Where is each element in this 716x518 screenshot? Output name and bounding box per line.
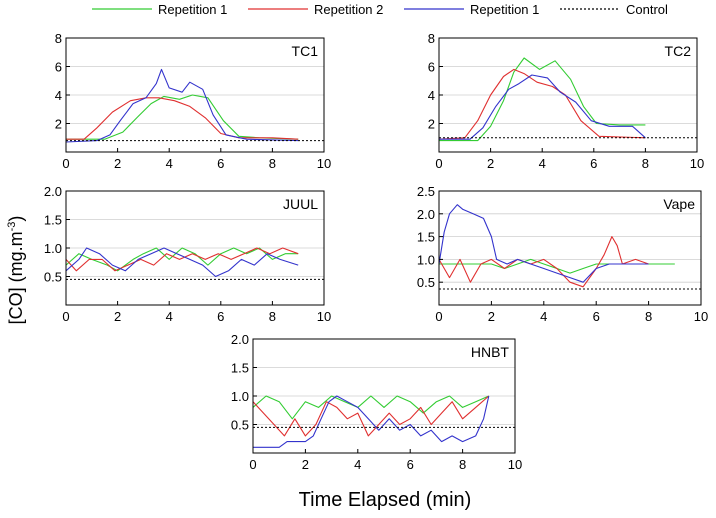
x-tick-label-1-3: 6: [590, 156, 597, 171]
x-tick-label-3-2: 4: [540, 309, 547, 324]
x-tick-label-2-2: 4: [166, 309, 173, 324]
y-axis-title: [CO] (mg.m-3): [6, 216, 26, 325]
y-tick-label-1-3: 8: [428, 31, 435, 46]
panel-title-0: TC1: [292, 43, 319, 59]
panel-2: 0 2 4 6 8 10 0.5 1.0 1.5 2.0 JUUL: [44, 184, 331, 324]
x-tick-label-3-5: 10: [694, 309, 708, 324]
panel-3: 0 2 4 6 8 10 0.5 1.0 1.5 2.0 2.5 Vape: [417, 184, 708, 324]
x-tick-label-0-1: 2: [114, 156, 121, 171]
y-tick-label-1-1: 4: [428, 88, 435, 103]
y-tick-label-1-2: 6: [428, 60, 435, 75]
x-tick-label-0-2: 4: [166, 156, 173, 171]
x-tick-label-2-5: 10: [317, 309, 331, 324]
x-tick-label-2-1: 2: [114, 309, 121, 324]
y-tick-label-4-0: 0.5: [231, 418, 249, 433]
series-line-4-2: [253, 395, 490, 448]
x-tick-label-1-4: 8: [642, 156, 649, 171]
x-tick-label-2-4: 8: [269, 309, 276, 324]
x-tick-label-4-0: 0: [249, 457, 256, 472]
y-tick-label-0-3: 8: [55, 31, 62, 46]
x-tick-label-1-5: 10: [690, 156, 704, 171]
panels: 0 2 4 6 8 10 2 4 6 8 TC1 0 2 4 6 8 10 2 4 6 8 TC2 0 2 4 6 8 10 0.5 1.…: [44, 31, 708, 472]
x-tick-label-0-4: 8: [269, 156, 276, 171]
x-tick-label-4-2: 4: [354, 457, 361, 472]
panel-4: 0 2 4 6 8 10 0.5 1.0 1.5 2.0 HNBT: [231, 332, 522, 472]
y-tick-label-4-3: 2.0: [231, 332, 249, 347]
x-tick-label-0-5: 10: [317, 156, 331, 171]
x-tick-label-1-1: 2: [487, 156, 494, 171]
series-line-4-1: [252, 395, 490, 437]
y-axis-title-sup: -3: [6, 222, 18, 232]
panel-frame-3: [438, 190, 702, 306]
x-axis-title: Time Elapsed (min): [299, 489, 472, 511]
y-tick-label-0-1: 4: [55, 88, 62, 103]
y-tick-label-0-2: 6: [55, 60, 62, 75]
panel-1: 0 2 4 6 8 10 2 4 6 8 TC2: [428, 31, 704, 171]
y-tick-label-2-1: 1.0: [44, 241, 62, 256]
series-line-0-1: [66, 97, 299, 140]
series-line-0-2: [65, 68, 299, 143]
series-line-2-0: [65, 247, 299, 272]
series-line-3-2: [438, 204, 649, 283]
y-tick-label-3-0: 0.5: [417, 275, 435, 290]
x-tick-label-4-4: 8: [459, 457, 466, 472]
series-line-1-0: [439, 57, 646, 142]
y-tick-label-4-2: 1.5: [231, 361, 249, 376]
legend: Repetition 1 Repetition 2 Repetition 1 Cont…: [92, 2, 668, 17]
x-tick-label-4-5: 10: [508, 457, 522, 472]
legend-label-1: Repetition 2: [314, 2, 383, 17]
series-line-3-0: [439, 258, 675, 274]
panel-title-1: TC2: [665, 43, 692, 59]
series-line-0-0: [66, 94, 299, 140]
y-axis-title-main: [CO] (mg.m: [6, 231, 26, 324]
x-tick-label-0-0: 0: [62, 156, 69, 171]
x-tick-label-0-3: 6: [217, 156, 224, 171]
y-tick-label-3-2: 1.5: [417, 230, 435, 245]
panel-title-3: Vape: [663, 196, 695, 212]
x-tick-label-3-4: 8: [645, 309, 652, 324]
x-tick-label-3-3: 6: [593, 309, 600, 324]
panel-0: 0 2 4 6 8 10 2 4 6 8 TC1: [55, 31, 331, 171]
y-axis-title-close: ): [6, 216, 26, 222]
legend-label-0: Repetition 1: [158, 2, 227, 17]
y-tick-label-1-0: 2: [428, 117, 435, 132]
x-tick-label-2-0: 0: [62, 309, 69, 324]
x-tick-label-3-0: 0: [435, 309, 442, 324]
series-line-1-2: [439, 74, 646, 140]
y-tick-label-2-3: 2.0: [44, 184, 62, 199]
y-tick-label-3-1: 1.0: [417, 252, 435, 267]
panel-title-2: JUUL: [283, 196, 318, 212]
x-tick-label-3-1: 2: [488, 309, 495, 324]
series-line-3-1: [438, 236, 649, 288]
panel-title-4: HNBT: [471, 344, 510, 360]
series-line-2-1: [65, 247, 299, 272]
series-line-1-1: [438, 68, 646, 140]
series-line-4-0: [252, 395, 490, 420]
y-tick-label-2-0: 0.5: [44, 270, 62, 285]
legend-label-2: Repetition 1: [470, 2, 539, 17]
x-tick-label-1-2: 4: [539, 156, 546, 171]
legend-label-3: Control: [626, 2, 668, 17]
y-tick-label-3-4: 2.5: [417, 184, 435, 199]
x-tick-label-4-3: 6: [407, 457, 414, 472]
x-tick-label-2-3: 6: [217, 309, 224, 324]
y-tick-label-2-2: 1.5: [44, 213, 62, 228]
y-tick-label-0-0: 2: [55, 117, 62, 132]
x-tick-label-1-0: 0: [435, 156, 442, 171]
y-tick-label-4-1: 1.0: [231, 389, 249, 404]
y-tick-label-3-3: 2.0: [417, 207, 435, 222]
x-tick-label-4-1: 2: [302, 457, 309, 472]
series-line-2-2: [65, 247, 299, 278]
